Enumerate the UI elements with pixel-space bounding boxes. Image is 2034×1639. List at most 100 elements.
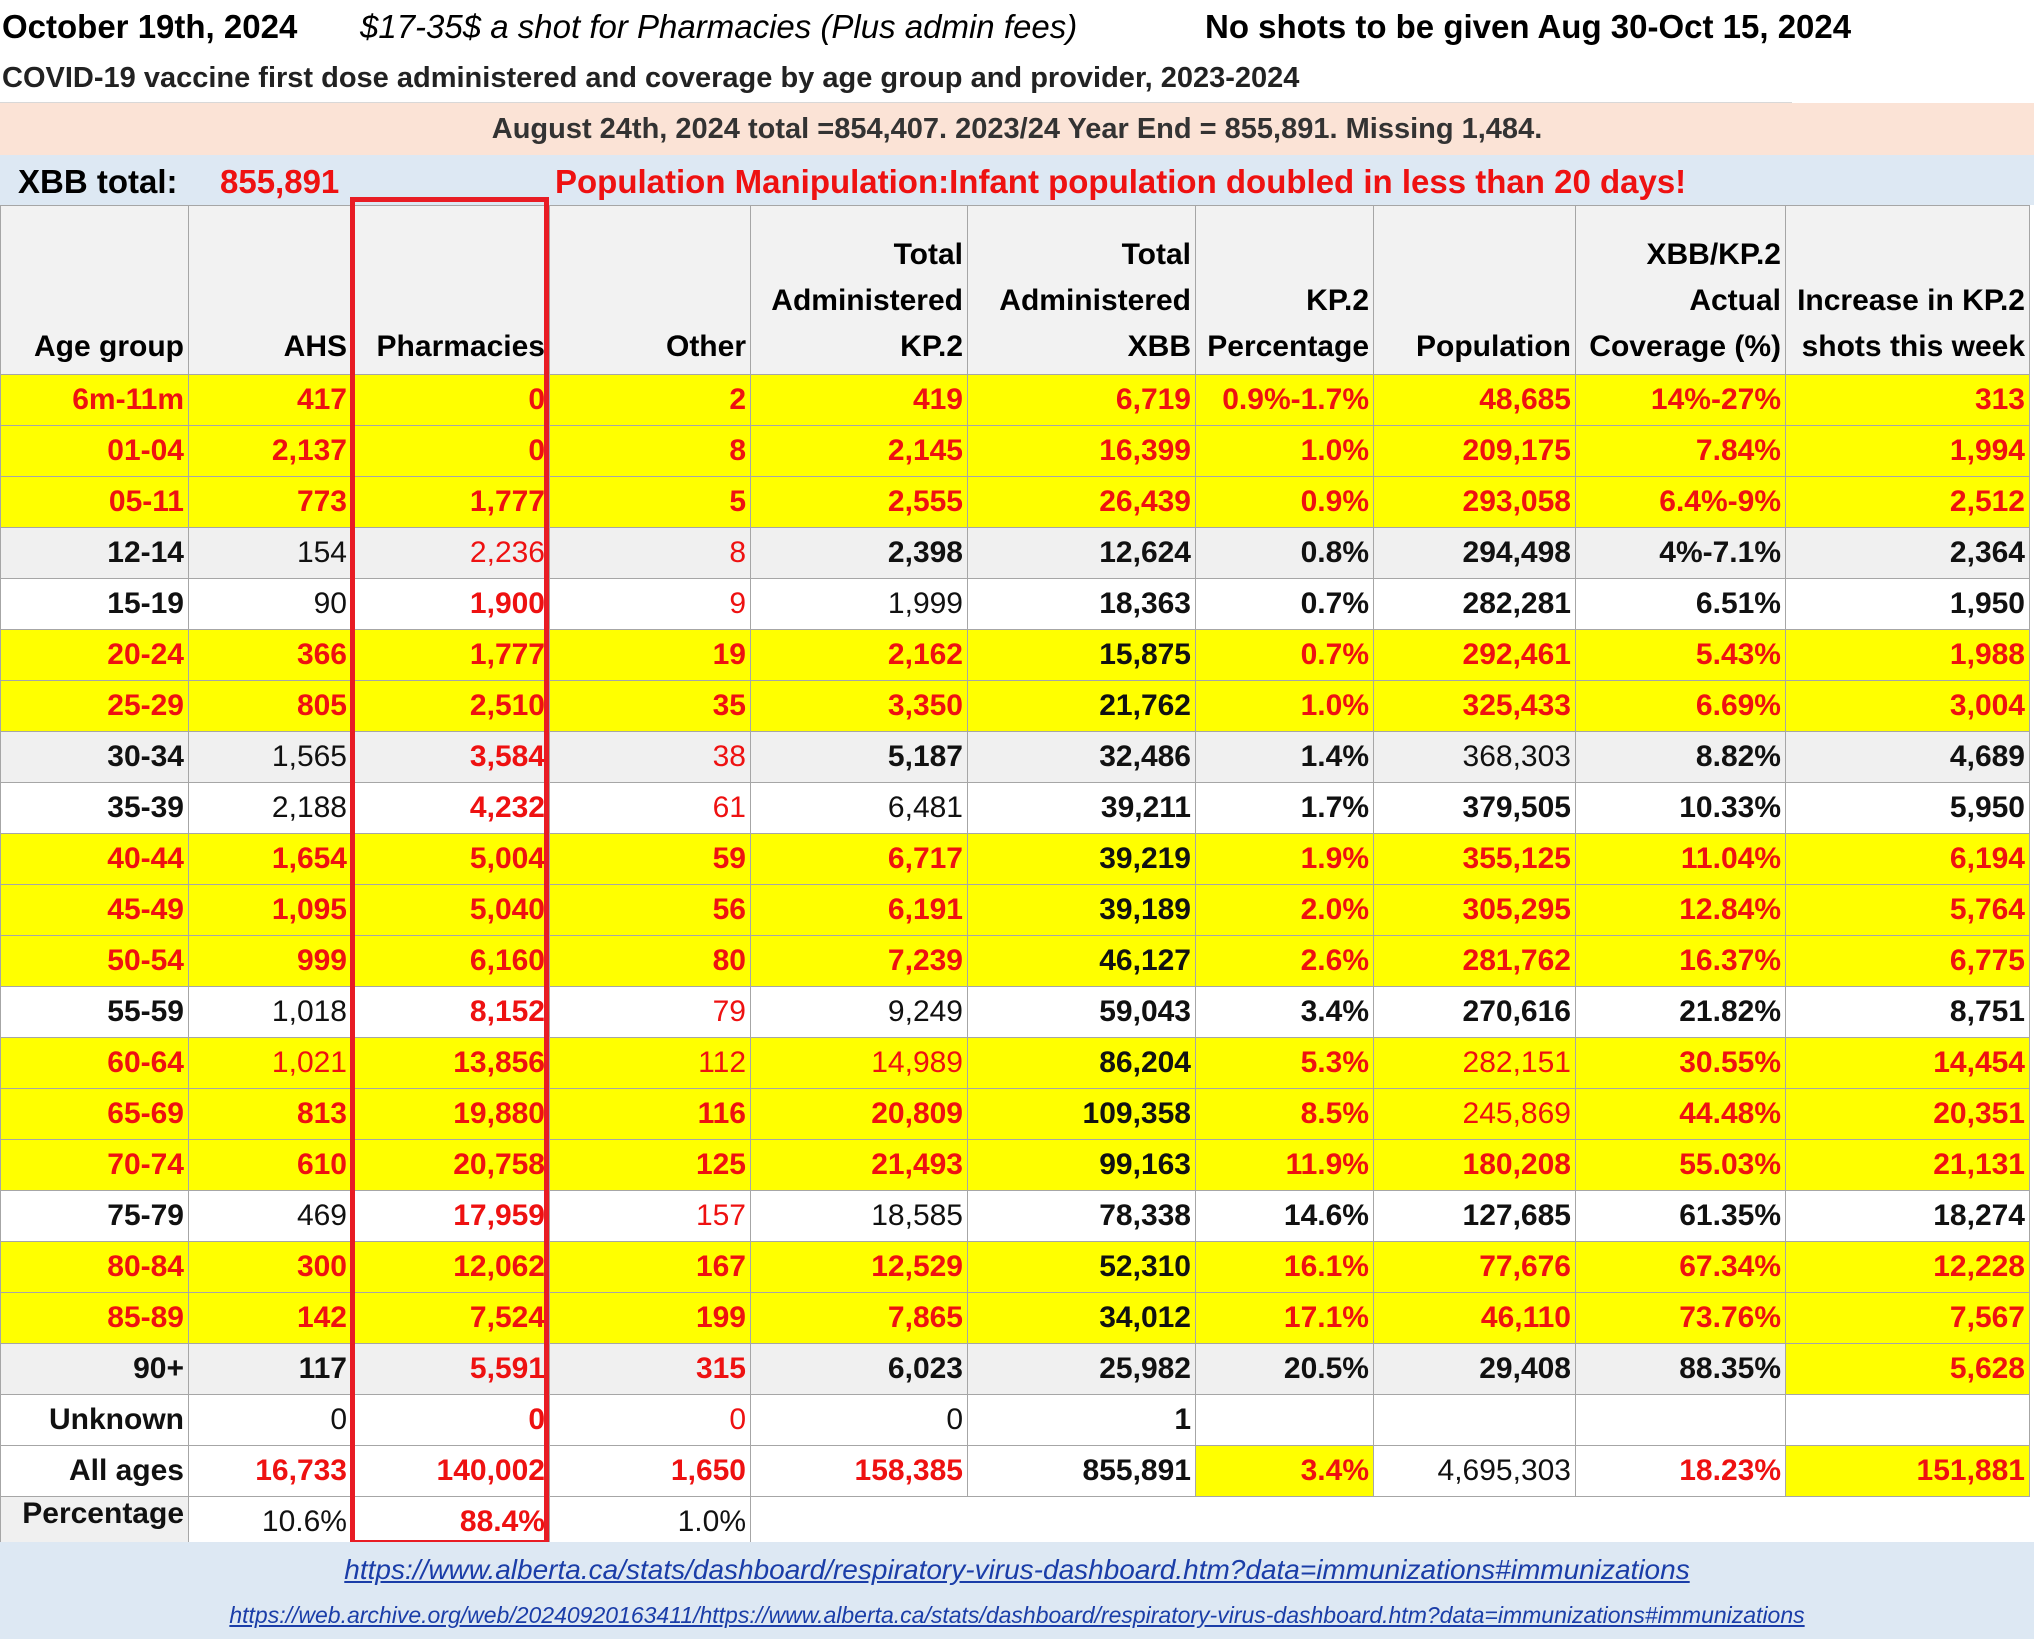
table-row: 20-24 366 1,777 19 2,162 15,875 0.7% 292… xyxy=(0,629,2030,681)
cell-ahs: 117 xyxy=(188,1343,352,1395)
cell-other: 5 xyxy=(549,476,751,528)
cell-coverage: 18.23% xyxy=(1575,1445,1786,1497)
cell-other: 56 xyxy=(549,884,751,936)
cell-total-xbb: 39,189 xyxy=(967,884,1196,936)
cell-other: 0 xyxy=(549,1394,751,1446)
archive-link[interactable]: https://web.archive.org/web/202409201634… xyxy=(229,1602,1805,1628)
table-row: 60-64 1,021 13,856 112 14,989 86,204 5.3… xyxy=(0,1037,2030,1089)
cell-other: 116 xyxy=(549,1088,751,1140)
cell-coverage: 7.84% xyxy=(1575,425,1786,477)
cell-total-kp2: 12,529 xyxy=(750,1241,968,1293)
cell-total-xbb: 86,204 xyxy=(967,1037,1196,1089)
cell-age: 60-64 xyxy=(0,1037,189,1089)
cell-age: 25-29 xyxy=(0,680,189,732)
cell-ahs: 1,021 xyxy=(188,1037,352,1089)
cell-total-xbb: 18,363 xyxy=(967,578,1196,630)
cell-population xyxy=(1373,1394,1576,1446)
source-links: https://www.alberta.ca/stats/dashboard/r… xyxy=(0,1542,2034,1639)
percentage-other: 1.0% xyxy=(549,1496,751,1548)
col-kp2-percentage: KP.2 Percentage xyxy=(1195,205,1374,375)
col-total-kp2: Total Administered KP.2 xyxy=(750,205,968,375)
cell-kp2-pct: 1.9% xyxy=(1195,833,1374,885)
cell-total-xbb: 25,982 xyxy=(967,1343,1196,1395)
cell-total-kp2: 2,398 xyxy=(750,527,968,579)
cell-kp2-pct: 14.6% xyxy=(1195,1190,1374,1242)
cell-increase xyxy=(1785,1394,2030,1446)
top-header-line: October 19th, 2024 $17-35$ a shot for Ph… xyxy=(0,0,2034,52)
cell-increase: 12,228 xyxy=(1785,1241,2030,1293)
table-row: 80-84 300 12,062 167 12,529 52,310 16.1%… xyxy=(0,1241,2030,1293)
cell-age: 20-24 xyxy=(0,629,189,681)
cell-pharmacies: 3,584 xyxy=(351,731,550,783)
cell-increase: 5,950 xyxy=(1785,782,2030,834)
cell-population: 294,498 xyxy=(1373,527,1576,579)
cell-total-kp2: 6,481 xyxy=(750,782,968,834)
cell-pharmacies: 5,040 xyxy=(351,884,550,936)
cell-age: 65-69 xyxy=(0,1088,189,1140)
cell-ahs: 1,565 xyxy=(188,731,352,783)
cell-other: 61 xyxy=(549,782,751,834)
cell-total-kp2: 1,999 xyxy=(750,578,968,630)
table-row: 55-59 1,018 8,152 79 9,249 59,043 3.4% 2… xyxy=(0,986,2030,1038)
cell-pharmacies: 13,856 xyxy=(351,1037,550,1089)
cell-ahs: 805 xyxy=(188,680,352,732)
cell-pharmacies: 7,524 xyxy=(351,1292,550,1344)
table-row: 25-29 805 2,510 35 3,350 21,762 1.0% 325… xyxy=(0,680,2030,732)
cell-kp2-pct: 0.9%-1.7% xyxy=(1195,374,1374,426)
cell-coverage: 5.43% xyxy=(1575,629,1786,681)
cell-pharmacies: 17,959 xyxy=(351,1190,550,1242)
cell-age: 75-79 xyxy=(0,1190,189,1242)
cell-ahs: 813 xyxy=(188,1088,352,1140)
cell-age: 01-04 xyxy=(0,425,189,477)
cell-coverage: 44.48% xyxy=(1575,1088,1786,1140)
cell-ahs: 1,018 xyxy=(188,986,352,1038)
cell-ahs: 469 xyxy=(188,1190,352,1242)
cell-population: 305,295 xyxy=(1373,884,1576,936)
source-link[interactable]: https://www.alberta.ca/stats/dashboard/r… xyxy=(344,1554,1690,1585)
cell-age: 6m-11m xyxy=(0,374,189,426)
cell-other: 8 xyxy=(549,527,751,579)
cell-population: 29,408 xyxy=(1373,1343,1576,1395)
table-row: 30-34 1,565 3,584 38 5,187 32,486 1.4% 3… xyxy=(0,731,2030,783)
cell-increase: 5,628 xyxy=(1785,1343,2030,1395)
cell-other: 167 xyxy=(549,1241,751,1293)
cell-other: 112 xyxy=(549,1037,751,1089)
totals-note: August 24th, 2024 total =854,407. 2023/2… xyxy=(0,103,2034,155)
col-ahs: AHS xyxy=(188,205,352,375)
cell-increase: 21,131 xyxy=(1785,1139,2030,1191)
cell-coverage: 55.03% xyxy=(1575,1139,1786,1191)
table-row: 45-49 1,095 5,040 56 6,191 39,189 2.0% 3… xyxy=(0,884,2030,936)
empty-space xyxy=(751,1497,2030,1548)
cell-kp2-pct: 0.8% xyxy=(1195,527,1374,579)
cell-increase: 4,689 xyxy=(1785,731,2030,783)
cell-pharmacies: 1,777 xyxy=(351,629,550,681)
cell-coverage: 10.33% xyxy=(1575,782,1786,834)
cell-increase: 151,881 xyxy=(1785,1445,2030,1497)
cell-coverage: 12.84% xyxy=(1575,884,1786,936)
cell-other: 80 xyxy=(549,935,751,987)
cell-ahs: 773 xyxy=(188,476,352,528)
cell-age: 05-11 xyxy=(0,476,189,528)
cell-kp2-pct: 0.9% xyxy=(1195,476,1374,528)
cell-coverage: 6.51% xyxy=(1575,578,1786,630)
cell-pharmacies: 8,152 xyxy=(351,986,550,1038)
cell-coverage: 14%-27% xyxy=(1575,374,1786,426)
cell-coverage: 67.34% xyxy=(1575,1241,1786,1293)
cell-increase: 3,004 xyxy=(1785,680,2030,732)
report-date: October 19th, 2024 xyxy=(2,8,298,45)
cell-coverage: 88.35% xyxy=(1575,1343,1786,1395)
cell-total-xbb: 39,211 xyxy=(967,782,1196,834)
cell-total-kp2: 0 xyxy=(750,1394,968,1446)
cell-pharmacies: 6,160 xyxy=(351,935,550,987)
cell-coverage: 61.35% xyxy=(1575,1190,1786,1242)
cell-increase: 18,274 xyxy=(1785,1190,2030,1242)
cell-ahs: 2,188 xyxy=(188,782,352,834)
cell-population: 127,685 xyxy=(1373,1190,1576,1242)
cell-other: 199 xyxy=(549,1292,751,1344)
cell-age: 55-59 xyxy=(0,986,189,1038)
cell-total-xbb: 46,127 xyxy=(967,935,1196,987)
cell-kp2-pct: 11.9% xyxy=(1195,1139,1374,1191)
cell-population: 325,433 xyxy=(1373,680,1576,732)
subtitle-row: COVID-19 vaccine first dose administered… xyxy=(0,52,1792,103)
col-coverage: XBB/KP.2 Actual Coverage (%) xyxy=(1575,205,1786,375)
